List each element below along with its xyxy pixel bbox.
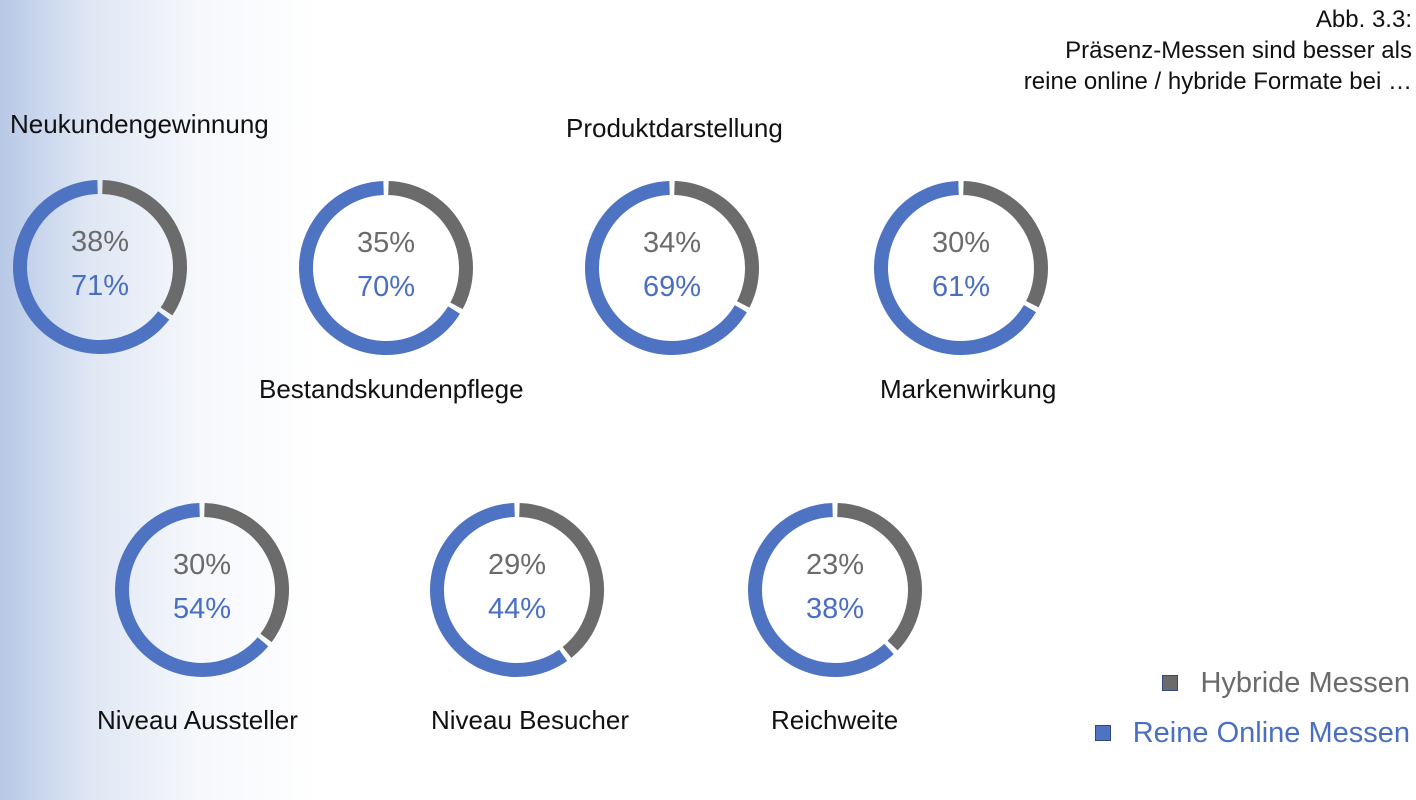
legend-swatch-online	[1094, 725, 1111, 741]
value-online-5: 54%	[173, 593, 231, 625]
legend-item-hybrid: Hybride Messen	[1050, 658, 1410, 708]
arc-online-5	[115, 503, 269, 677]
figure-title: Abb. 3.3: Präsenz-Messen sind besser als…	[1024, 4, 1412, 97]
value-hybrid-1: 38%	[71, 226, 129, 258]
arc-online-2	[299, 181, 460, 355]
arc-online-7	[748, 503, 894, 677]
value-online-7: 38%	[806, 593, 864, 625]
title-line-1: Abb. 3.3:	[1315, 6, 1412, 33]
value-hybrid-7: 23%	[806, 549, 864, 581]
arc-online-6	[430, 503, 568, 677]
category-label-3: Produktdarstellung	[566, 113, 783, 143]
arc-online-4	[874, 181, 1037, 355]
category-label-7: Reichweite	[771, 705, 898, 735]
arc-hybrid-6	[519, 503, 604, 658]
value-online-2: 70%	[357, 271, 415, 303]
title-line-3: reine online / hybride Formate bei …	[1023, 68, 1412, 95]
arc-hybrid-2	[388, 181, 473, 310]
value-hybrid-6: 29%	[488, 549, 546, 581]
category-label-2: Bestandskundenpflege	[259, 374, 524, 404]
title-line-2: Präsenz-Messen sind besser als	[1065, 37, 1412, 64]
legend: Hybride Messen Reine Online Messen	[1050, 658, 1410, 758]
value-online-3: 69%	[643, 271, 701, 303]
donut-1: 38% 71% Neukundengewinnung	[10, 109, 269, 354]
legend-item-online: Reine Online Messen	[1050, 708, 1410, 758]
donut-7: 23% 38% Reichweite	[748, 503, 922, 735]
legend-label-hybrid: Hybride Messen	[1200, 666, 1410, 699]
arc-hybrid-4	[963, 181, 1048, 308]
category-label-4: Markenwirkung	[880, 374, 1056, 404]
legend-swatch-hybrid	[1162, 675, 1179, 691]
value-hybrid-3: 34%	[643, 227, 701, 259]
value-hybrid-4: 30%	[932, 227, 990, 259]
value-online-4: 61%	[932, 271, 990, 303]
value-hybrid-5: 30%	[173, 549, 231, 581]
donut-4: 30% 61% Markenwirkung	[874, 181, 1056, 404]
value-online-6: 44%	[488, 593, 546, 625]
arc-hybrid-3	[674, 181, 759, 308]
arc-hybrid-7	[837, 503, 922, 651]
arc-hybrid-1	[102, 180, 187, 316]
arc-online-3	[585, 181, 747, 355]
donut-6: 29% 44% Niveau Besucher	[430, 503, 629, 735]
arc-online-1	[13, 180, 170, 354]
donut-2: 35% 70% Bestandskundenpflege	[259, 181, 524, 404]
category-label-1: Neukundengewinnung	[10, 109, 269, 139]
value-hybrid-2: 35%	[357, 227, 415, 259]
value-online-1: 71%	[71, 270, 129, 302]
donut-3: 34% 69% Produktdarstellung	[566, 113, 783, 355]
category-label-5: Niveau Aussteller	[97, 705, 298, 735]
category-label-6: Niveau Besucher	[431, 705, 629, 735]
donut-5: 30% 54% Niveau Aussteller	[97, 503, 298, 735]
arc-hybrid-5	[204, 503, 289, 643]
legend-label-online: Reine Online Messen	[1132, 716, 1410, 749]
